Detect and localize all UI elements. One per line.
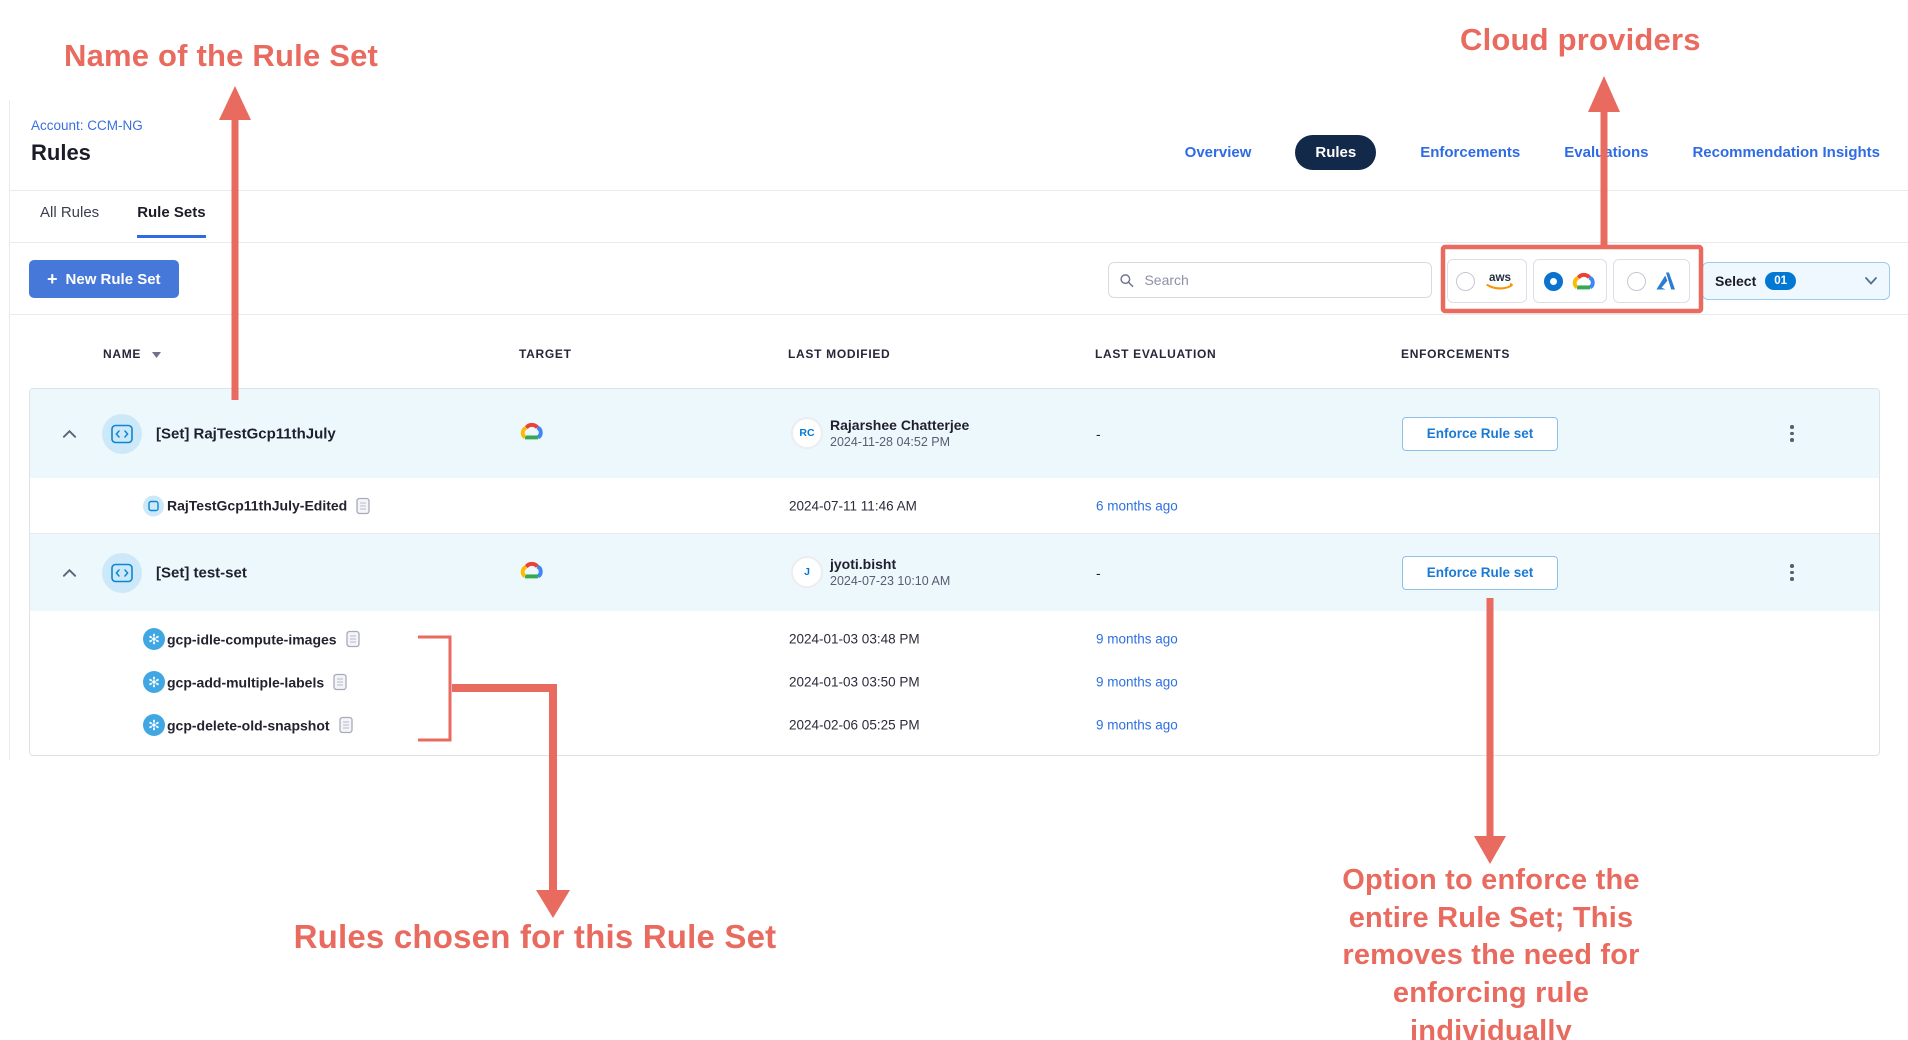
rule-modified-timestamp: 2024-01-03 03:50 PM (789, 674, 920, 690)
rule-set-icon (102, 413, 142, 454)
azure-logo-icon (1655, 272, 1675, 290)
avatar: RC (791, 417, 823, 450)
avatar: J (791, 556, 823, 589)
select-count-badge: 01 (1765, 272, 1797, 290)
search-box (1108, 262, 1432, 298)
nav-recommendation-insights[interactable]: Recommendation Insights (1692, 143, 1880, 161)
search-icon (1120, 273, 1134, 287)
annotation-rules-chosen: Rules chosen for this Rule Set (293, 918, 777, 955)
row-menu-kebab-icon[interactable] (1783, 424, 1801, 444)
gcp-target-icon (518, 559, 545, 587)
select-dropdown[interactable]: Select 01 (1702, 262, 1890, 300)
rule-modified-timestamp: 2024-01-03 03:48 PM (789, 631, 920, 647)
collapse-chevron-icon[interactable] (62, 564, 77, 582)
last-evaluation-link[interactable]: 9 months ago (1096, 674, 1178, 690)
rule-row[interactable]: gcp-add-multiple-labels 2024-01-03 03:50… (30, 660, 1879, 704)
last-evaluation-value: - (1096, 425, 1101, 442)
column-header-last-modified: LAST MODIFIED (788, 347, 891, 361)
last-evaluation-link[interactable]: 9 months ago (1096, 631, 1178, 647)
rule-modified-timestamp: 2024-02-06 05:25 PM (789, 717, 920, 733)
author-name: Rajarshee Chatterjee (830, 416, 970, 433)
rule-name-with-doc: RajTestGcp11thJuly-Edited (167, 497, 370, 514)
rule-set-icon (102, 552, 142, 593)
tabs-divider (10, 242, 1908, 243)
nav-enforcements[interactable]: Enforcements (1420, 143, 1521, 161)
tab-rule-sets[interactable]: Rule Sets (137, 204, 206, 238)
rules-tabs: All Rules Rule Sets (40, 204, 206, 238)
aws-logo-icon: aws (1486, 271, 1514, 290)
annotation-enforce-note-line: entire Rule Set; This (1348, 901, 1634, 934)
rule-set-row[interactable]: [Set] test-set J jyoti.bisht 2024-07-23 … (30, 534, 1879, 611)
annotation-name-of-rule-set: Name of the Rule Set (64, 38, 379, 73)
gcp-logo-icon (1572, 272, 1595, 289)
annotation-enforce-note-line: enforcing rule individually (1392, 977, 1590, 1040)
annotation-enforce-note: Option to enforce the entire Rule Set; T… (1310, 862, 1672, 1040)
enforce-rule-set-button[interactable]: Enforce Rule set (1402, 416, 1558, 451)
annotation-cloud-providers: Cloud providers (1460, 22, 1701, 57)
gcp-target-icon (518, 420, 545, 448)
last-evaluation-link[interactable]: 6 months ago (1096, 498, 1178, 513)
provider-toggle-aws[interactable]: aws (1447, 259, 1527, 303)
nav-rules-active[interactable]: Rules (1295, 134, 1377, 170)
gcp-radio-checked[interactable] (1543, 271, 1563, 291)
rule-modified-timestamp: 2024-07-11 11:46 AM (789, 498, 917, 513)
azure-radio[interactable] (1626, 271, 1646, 291)
rule-name-with-doc: gcp-add-multiple-labels (167, 673, 347, 691)
rule-row[interactable]: gcp-delete-old-snapshot 2024-02-06 05:25… (30, 703, 1879, 747)
gcp-rule-gear-icon (143, 628, 165, 650)
rule-set-row[interactable]: [Set] RajTestGcp11thJuly RC Rajarshee Ch… (30, 389, 1879, 478)
column-header-name[interactable]: NAME (103, 347, 162, 361)
panel-left-border (9, 100, 10, 760)
rule-sets-table: [Set] RajTestGcp11thJuly RC Rajarshee Ch… (29, 388, 1880, 756)
select-label: Select (1715, 273, 1757, 289)
provider-toggle-azure[interactable] (1613, 259, 1690, 303)
modified-timestamp: 2024-11-28 04:52 PM (830, 435, 950, 450)
new-rule-set-button[interactable]: + New Rule Set (29, 260, 179, 298)
nav-overview[interactable]: Overview (1184, 143, 1252, 161)
svg-text:aws: aws (1489, 271, 1512, 284)
document-icon[interactable] (333, 673, 347, 691)
rule-set-name: [Set] test-set (156, 564, 247, 581)
modified-timestamp: 2024-07-23 10:10 AM (830, 574, 951, 589)
row-menu-kebab-icon[interactable] (1783, 563, 1801, 583)
last-evaluation-link[interactable]: 9 months ago (1096, 717, 1178, 733)
document-icon[interactable] (338, 716, 353, 734)
aws-radio[interactable] (1456, 271, 1475, 291)
enforce-rule-set-button[interactable]: Enforce Rule set (1402, 555, 1558, 590)
rule-icon (143, 495, 164, 516)
rule-row[interactable]: RajTestGcp11thJuly-Edited 2024-07-11 11:… (30, 478, 1879, 534)
collapse-chevron-icon[interactable] (62, 425, 77, 443)
chevron-down-icon (1865, 277, 1877, 285)
rule-name-with-doc: gcp-idle-compute-images (167, 630, 360, 648)
header-divider (10, 190, 1908, 191)
column-header-enforcements: ENFORCEMENTS (1401, 347, 1511, 361)
column-header-target: TARGET (519, 347, 572, 361)
last-modified-author: J jyoti.bisht 2024-07-23 10:10 AM (791, 555, 950, 591)
rule-row[interactable]: gcp-idle-compute-images 2024-01-03 03:48… (30, 617, 1879, 661)
last-evaluation-value: - (1096, 564, 1101, 581)
document-icon[interactable] (345, 630, 360, 648)
new-rule-set-label: New Rule Set (65, 270, 161, 288)
annotation-enforce-note-line: Option to enforce the (1342, 864, 1640, 896)
gcp-rule-gear-icon (143, 671, 165, 693)
sort-caret-icon (152, 352, 162, 358)
toolbar-divider (10, 314, 1908, 315)
document-icon[interactable] (356, 497, 370, 514)
gcp-rule-gear-icon (143, 714, 165, 736)
rule-name-with-doc: gcp-delete-old-snapshot (167, 716, 353, 734)
page-title: Rules (31, 140, 91, 165)
plus-icon: + (47, 269, 58, 289)
author-name: jyoti.bisht (830, 555, 897, 572)
tab-all-rules[interactable]: All Rules (40, 204, 100, 221)
rule-set-name: [Set] RajTestGcp11thJuly (156, 425, 336, 442)
module-nav: Overview Rules Enforcements Evaluations … (1185, 132, 1880, 172)
last-modified-author: RC Rajarshee Chatterjee 2024-11-28 04:52… (791, 416, 969, 452)
search-input[interactable] (1142, 271, 1421, 289)
provider-toggle-gcp[interactable] (1533, 259, 1607, 303)
column-header-last-evaluation: LAST EVALUATION (1095, 347, 1217, 361)
annotation-enforce-note-line: removes the need for (1342, 939, 1640, 972)
breadcrumb-account[interactable]: Account: CCM-NG (31, 118, 143, 133)
nav-evaluations[interactable]: Evaluations (1564, 143, 1649, 161)
